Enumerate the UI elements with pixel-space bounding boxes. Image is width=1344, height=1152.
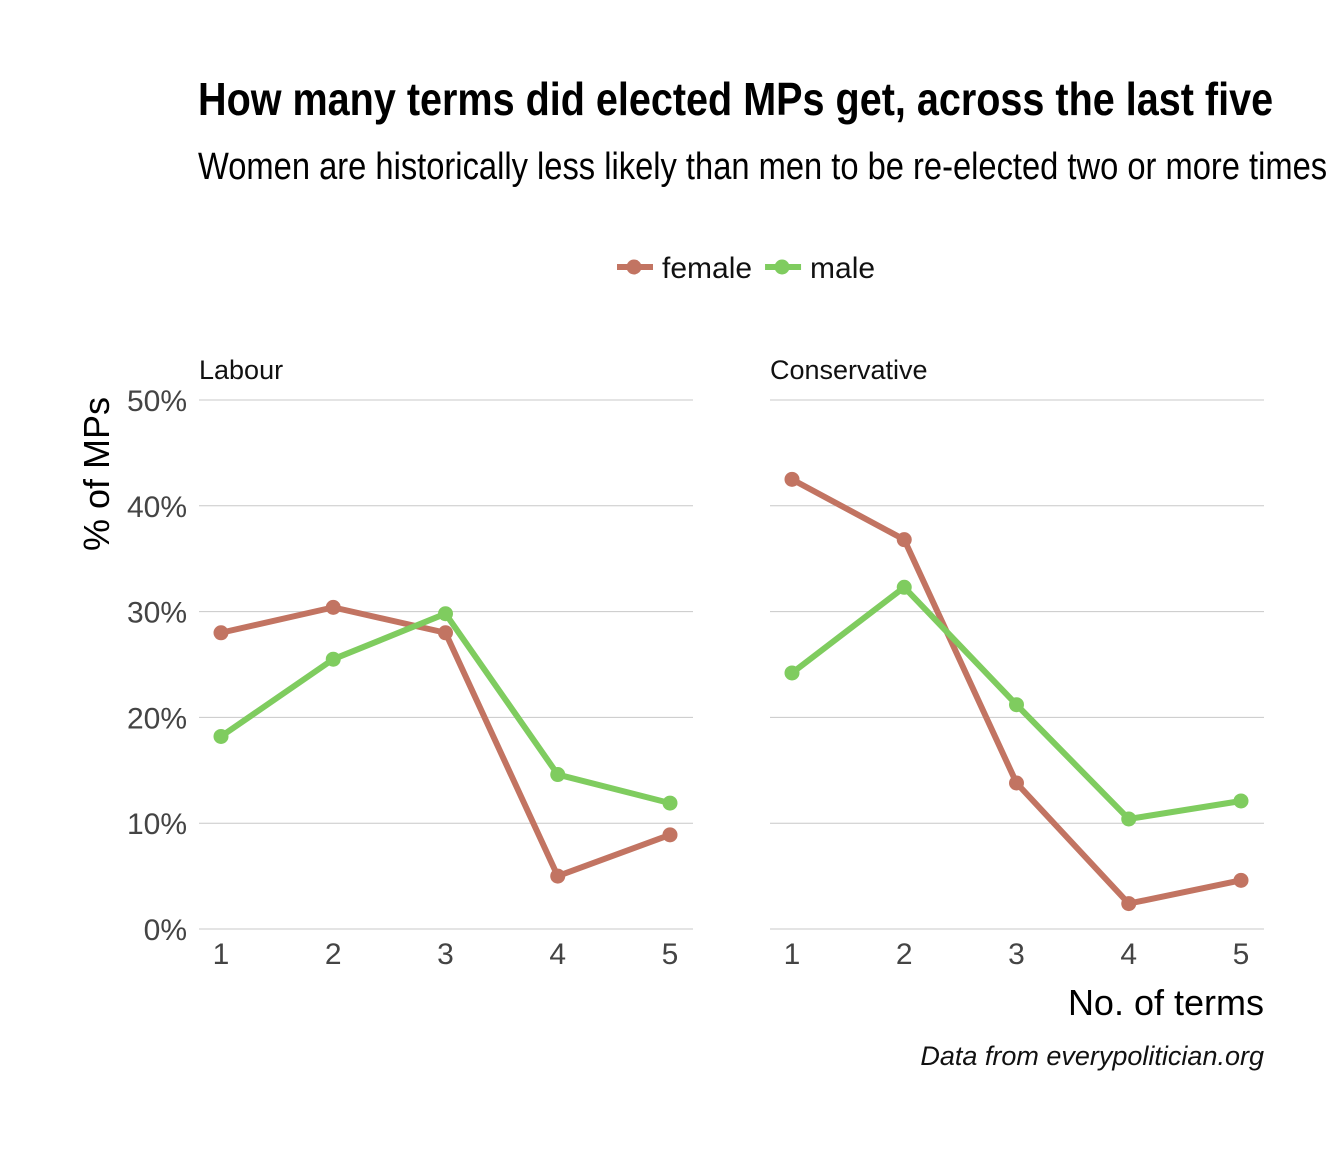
legend-key-marker	[774, 259, 790, 275]
y-axis-title: % of MPs	[76, 397, 117, 551]
y-tick-label: 0%	[144, 914, 187, 947]
data-point-male	[550, 767, 566, 783]
data-point-male	[1233, 793, 1249, 809]
legend-key-marker	[626, 259, 642, 275]
x-tick-label: 3	[437, 938, 454, 971]
chart-subtitle: Women are historically less likely than …	[198, 146, 1328, 188]
series-line-male	[218, 610, 673, 807]
data-point-female	[438, 625, 453, 641]
y-tick-label: 40%	[127, 491, 187, 524]
data-point-female	[896, 532, 912, 548]
data-point-male	[1121, 811, 1137, 827]
x-tick-label: 4	[549, 938, 566, 971]
x-tick-label: 2	[896, 938, 913, 971]
data-point-male	[784, 665, 800, 681]
series-line-female	[789, 476, 1244, 907]
series-line-female	[218, 604, 673, 880]
x-tick-label: 1	[213, 938, 230, 971]
data-point-male	[438, 606, 453, 622]
caption: Data from everypolitician.org	[920, 1041, 1264, 1071]
data-point-male	[213, 728, 229, 744]
y-tick-label: 10%	[127, 808, 187, 841]
x-tick-label: 5	[1233, 938, 1250, 971]
data-point-male	[896, 579, 912, 595]
legend-label: female	[662, 252, 752, 285]
data-point-female	[784, 471, 800, 487]
data-point-female	[1233, 872, 1249, 888]
data-point-female	[325, 599, 341, 615]
x-axis-title: No. of terms	[1068, 982, 1264, 1023]
data-point-male	[1009, 697, 1024, 713]
data-point-male	[325, 651, 341, 667]
y-tick-label: 50%	[127, 385, 187, 418]
x-tick-label: 1	[784, 938, 801, 971]
x-tick-label: 2	[325, 938, 342, 971]
legend-label: male	[810, 252, 875, 285]
data-point-male	[662, 795, 678, 811]
data-point-female	[550, 868, 566, 884]
x-tick-label: 4	[1120, 938, 1137, 971]
data-point-female	[1009, 775, 1024, 791]
y-tick-label: 20%	[127, 702, 187, 735]
y-tick-label: 30%	[127, 597, 187, 630]
x-tick-label: 3	[1008, 938, 1025, 971]
facet-label: Labour	[199, 355, 283, 385]
data-point-female	[1121, 896, 1137, 912]
chart-title: How many terms did elected MPs get, acro…	[198, 73, 1274, 125]
data-point-female	[662, 827, 678, 843]
data-point-female	[213, 625, 229, 641]
x-tick-label: 5	[662, 938, 679, 971]
facet-label: Conservative	[770, 355, 928, 385]
